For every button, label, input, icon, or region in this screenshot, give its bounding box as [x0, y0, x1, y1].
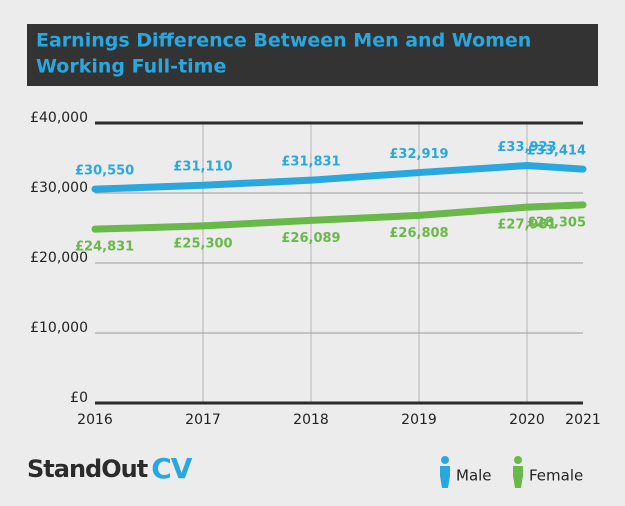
series-line [91, 201, 587, 233]
data-label: £26,808 [389, 226, 448, 241]
x-tick-label: 2017 [185, 412, 221, 428]
data-label: £27,981 [497, 218, 556, 233]
legend-icon [513, 466, 523, 488]
data-label: £31,110 [173, 160, 232, 175]
x-tick-label: 2018 [293, 412, 329, 428]
x-tick-label: 2020 [509, 412, 545, 428]
chart-title: Working Full-time [36, 56, 226, 78]
x-tick-label: 2019 [401, 412, 437, 428]
legend-icon [514, 456, 522, 464]
x-tick-label: 2016 [77, 412, 113, 428]
data-label: £30,550 [75, 164, 134, 179]
title-box [27, 24, 598, 86]
legend-label: Male [456, 467, 492, 485]
x-tick-label: 2021 [565, 412, 601, 428]
brand: StandOut CV [27, 452, 193, 485]
data-label: £33,923 [497, 140, 556, 155]
legend-icon [440, 466, 450, 488]
brand-cv: CV [151, 452, 193, 485]
legend-label: Female [529, 467, 583, 485]
y-tick-label: £10,000 [30, 320, 88, 336]
y-tick-label: £0 [70, 390, 88, 406]
chart-title: Earnings Difference Between Men and Wome… [36, 30, 531, 52]
data-label: £26,089 [281, 231, 340, 246]
data-label: £25,300 [173, 236, 232, 251]
y-tick-label: £30,000 [30, 180, 88, 196]
y-tick-label: £40,000 [30, 110, 88, 126]
data-label: £28,305 [527, 215, 586, 230]
brand-name: StandOut [27, 455, 148, 483]
data-label: £31,831 [281, 155, 340, 170]
data-label: £32,919 [389, 147, 448, 162]
y-tick-label: £20,000 [30, 250, 88, 266]
data-label: £24,831 [75, 240, 134, 255]
series-line [91, 162, 587, 193]
data-label: £33,414 [527, 144, 586, 159]
legend-icon [441, 456, 449, 464]
